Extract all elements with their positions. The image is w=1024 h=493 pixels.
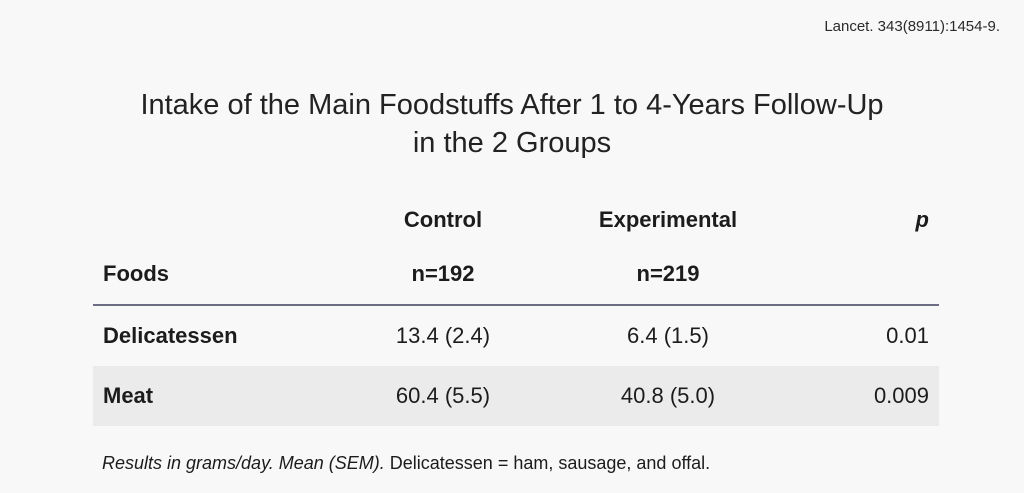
table-row: Meat 60.4 (5.5) 40.8 (5.0) 0.009 xyxy=(93,366,939,426)
footnote-italic: Results in grams/day. Mean (SEM). xyxy=(102,453,385,473)
title-line-1: Intake of the Main Foodstuffs After 1 to… xyxy=(140,89,884,121)
footnote-plain: Delicatessen = ham, sausage, and offal. xyxy=(384,453,711,473)
header-control: Control xyxy=(403,207,483,232)
title-line-2: in the 2 Groups xyxy=(412,127,612,159)
control-n: n=192 xyxy=(343,244,543,306)
header-experimental: Experimental xyxy=(598,207,738,232)
food-name: Meat xyxy=(93,366,343,426)
footnote: Results in grams/day. Mean (SEM). Delica… xyxy=(102,453,710,474)
control-value: 13.4 (2.4) xyxy=(395,323,491,348)
experimental-value: 40.8 (5.0) xyxy=(543,366,793,426)
foods-label: Foods xyxy=(93,244,343,306)
header-p: p xyxy=(915,207,929,232)
sample-size-row: Foods n=192 n=219 xyxy=(93,244,939,306)
experimental-value: 6.4 (1.5) xyxy=(627,323,709,348)
food-intake-table: Control Experimental p Foods n=192 n=219… xyxy=(93,196,939,426)
p-value: 0.01 xyxy=(886,323,929,348)
table-title: Intake of the Main Foodstuffs After 1 to… xyxy=(0,86,1024,162)
p-value: 0.009 xyxy=(793,366,939,426)
food-name: Delicatessen xyxy=(103,323,238,348)
control-value: 60.4 (5.5) xyxy=(343,366,543,426)
header-empty xyxy=(93,196,343,244)
experimental-n: n=219 xyxy=(543,244,793,306)
p-empty xyxy=(793,244,939,306)
header-row: Control Experimental p xyxy=(93,196,939,244)
table-row: Delicatessen 13.4 (2.4) 6.4 (1.5) 0.01 xyxy=(93,305,939,366)
citation: Lancet. 343(8911):1454-9. xyxy=(824,18,1000,35)
